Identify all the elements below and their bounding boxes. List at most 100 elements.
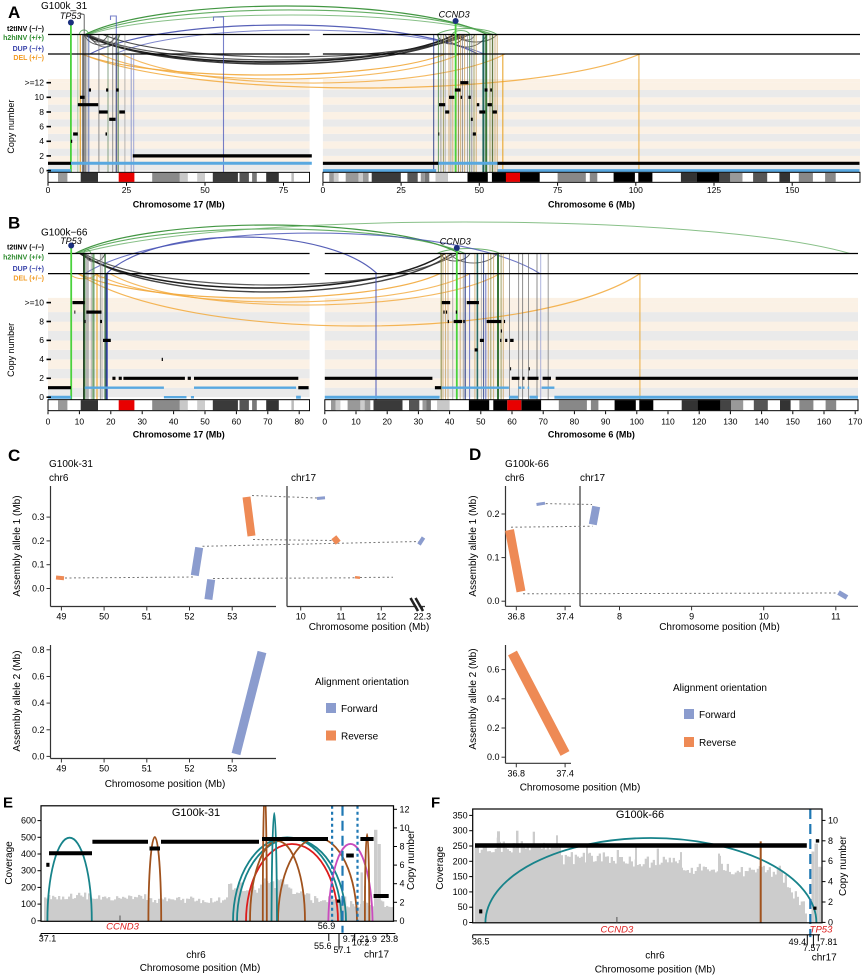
svg-text:Chromosome position (Mb): Chromosome position (Mb) — [520, 783, 641, 794]
svg-text:E: E — [3, 795, 13, 812]
svg-text:100: 100 — [21, 899, 36, 909]
svg-text:0.6: 0.6 — [32, 672, 45, 682]
svg-text:Chromosome 6 (Mb): Chromosome 6 (Mb) — [548, 200, 635, 210]
svg-text:0.0: 0.0 — [32, 584, 45, 594]
svg-text:0.4: 0.4 — [487, 694, 500, 704]
svg-text:53: 53 — [227, 612, 237, 622]
svg-text:G100k−66: G100k−66 — [41, 228, 88, 239]
svg-text:Chromosome position (Mb): Chromosome position (Mb) — [105, 779, 226, 790]
svg-text:80: 80 — [570, 417, 580, 427]
svg-text:A: A — [8, 3, 20, 22]
svg-text:25: 25 — [396, 185, 406, 195]
svg-text:125: 125 — [707, 185, 721, 195]
svg-text:chr17: chr17 — [580, 473, 605, 484]
svg-text:0.4: 0.4 — [32, 698, 45, 708]
svg-text:4: 4 — [39, 136, 44, 146]
svg-text:DUP (−/+): DUP (−/+) — [13, 266, 44, 273]
svg-text:CCND3: CCND3 — [106, 922, 139, 933]
svg-text:0.8: 0.8 — [32, 645, 45, 655]
svg-text:G100k-31: G100k-31 — [172, 807, 220, 819]
svg-text:Forward: Forward — [341, 704, 378, 715]
svg-text:Copy number: Copy number — [6, 100, 16, 154]
svg-text:0.0: 0.0 — [487, 752, 500, 762]
svg-text:25: 25 — [122, 185, 132, 195]
svg-text:TP53: TP53 — [810, 925, 833, 936]
svg-text:h2hINV (+/+): h2hINV (+/+) — [3, 255, 44, 262]
svg-text:40: 40 — [445, 417, 455, 427]
svg-text:12: 12 — [376, 612, 386, 622]
svg-text:500: 500 — [21, 832, 36, 842]
svg-text:4: 4 — [400, 879, 405, 889]
svg-text:22.3: 22.3 — [414, 612, 432, 622]
svg-text:56.9: 56.9 — [318, 921, 336, 931]
svg-text:0.1: 0.1 — [32, 560, 45, 570]
svg-text:Coverage: Coverage — [4, 841, 15, 885]
svg-text:150: 150 — [786, 417, 800, 427]
svg-text:0: 0 — [46, 417, 51, 427]
svg-text:49: 49 — [56, 612, 66, 622]
svg-text:4: 4 — [828, 877, 833, 887]
svg-text:100: 100 — [630, 417, 644, 427]
svg-text:49: 49 — [56, 764, 66, 774]
svg-text:0: 0 — [400, 916, 405, 926]
svg-text:36.8: 36.8 — [508, 611, 526, 621]
svg-text:G100k-66: G100k-66 — [616, 809, 664, 821]
svg-text:Reverse: Reverse — [699, 738, 737, 749]
svg-text:10: 10 — [75, 417, 85, 427]
svg-text:50: 50 — [200, 185, 210, 195]
svg-text:Copy number: Copy number — [406, 829, 417, 890]
svg-text:10: 10 — [759, 611, 769, 621]
svg-text:7.81: 7.81 — [820, 937, 838, 947]
svg-text:Chromosome position (Mb): Chromosome position (Mb) — [659, 622, 780, 633]
svg-text:200: 200 — [21, 882, 36, 892]
svg-text:0.2: 0.2 — [487, 509, 500, 519]
svg-text:0: 0 — [39, 165, 44, 175]
svg-text:50: 50 — [99, 764, 109, 774]
svg-text:100: 100 — [629, 185, 643, 195]
svg-text:4: 4 — [39, 354, 44, 364]
svg-text:36.5: 36.5 — [472, 936, 490, 946]
svg-text:Assembly allele 2 (Mb): Assembly allele 2 (Mb) — [12, 650, 23, 751]
svg-text:300: 300 — [453, 826, 468, 836]
svg-text:G100k_31: G100k_31 — [41, 1, 88, 12]
svg-text:>=12: >=12 — [25, 78, 45, 88]
svg-text:h2hINV (+/+): h2hINV (+/+) — [3, 35, 44, 42]
svg-text:37.1: 37.1 — [39, 934, 57, 944]
svg-text:0.2: 0.2 — [32, 536, 45, 546]
svg-text:G100k-66: G100k-66 — [505, 459, 549, 470]
svg-text:7.57: 7.57 — [803, 943, 821, 953]
svg-text:0: 0 — [46, 185, 51, 195]
svg-text:10.2: 10.2 — [352, 938, 370, 948]
svg-text:B: B — [8, 214, 20, 233]
svg-text:50: 50 — [200, 417, 210, 427]
svg-text:0.0: 0.0 — [487, 596, 500, 606]
svg-text:52: 52 — [184, 764, 194, 774]
svg-text:Assembly allele 1 (Mb): Assembly allele 1 (Mb) — [468, 495, 479, 596]
svg-text:6: 6 — [400, 860, 405, 870]
svg-text:chr6: chr6 — [505, 473, 525, 484]
svg-text:>=10: >=10 — [25, 297, 45, 307]
svg-text:C: C — [8, 446, 20, 465]
svg-text:Chromosome 17 (Mb): Chromosome 17 (Mb) — [133, 200, 225, 210]
svg-text:10: 10 — [296, 612, 306, 622]
svg-text:Chromosome 6 (Mb): Chromosome 6 (Mb) — [548, 430, 635, 440]
svg-text:2: 2 — [400, 897, 405, 907]
svg-text:Reverse: Reverse — [341, 732, 379, 743]
svg-text:60: 60 — [232, 417, 242, 427]
svg-text:CCND3: CCND3 — [601, 925, 634, 936]
svg-text:600: 600 — [21, 816, 36, 826]
svg-text:11: 11 — [336, 612, 345, 622]
svg-text:140: 140 — [755, 417, 769, 427]
svg-text:Alignment orientation: Alignment orientation — [315, 677, 409, 688]
svg-text:0.6: 0.6 — [487, 665, 500, 675]
svg-text:350: 350 — [453, 810, 468, 820]
svg-text:9.7: 9.7 — [343, 934, 356, 944]
svg-text:37.4: 37.4 — [556, 611, 574, 621]
svg-text:30: 30 — [414, 417, 424, 427]
svg-text:0.2: 0.2 — [32, 725, 45, 735]
svg-text:20: 20 — [382, 417, 392, 427]
svg-text:70: 70 — [263, 417, 273, 427]
svg-text:chr17: chr17 — [812, 953, 837, 964]
svg-text:40: 40 — [169, 417, 179, 427]
svg-text:0: 0 — [322, 417, 327, 427]
